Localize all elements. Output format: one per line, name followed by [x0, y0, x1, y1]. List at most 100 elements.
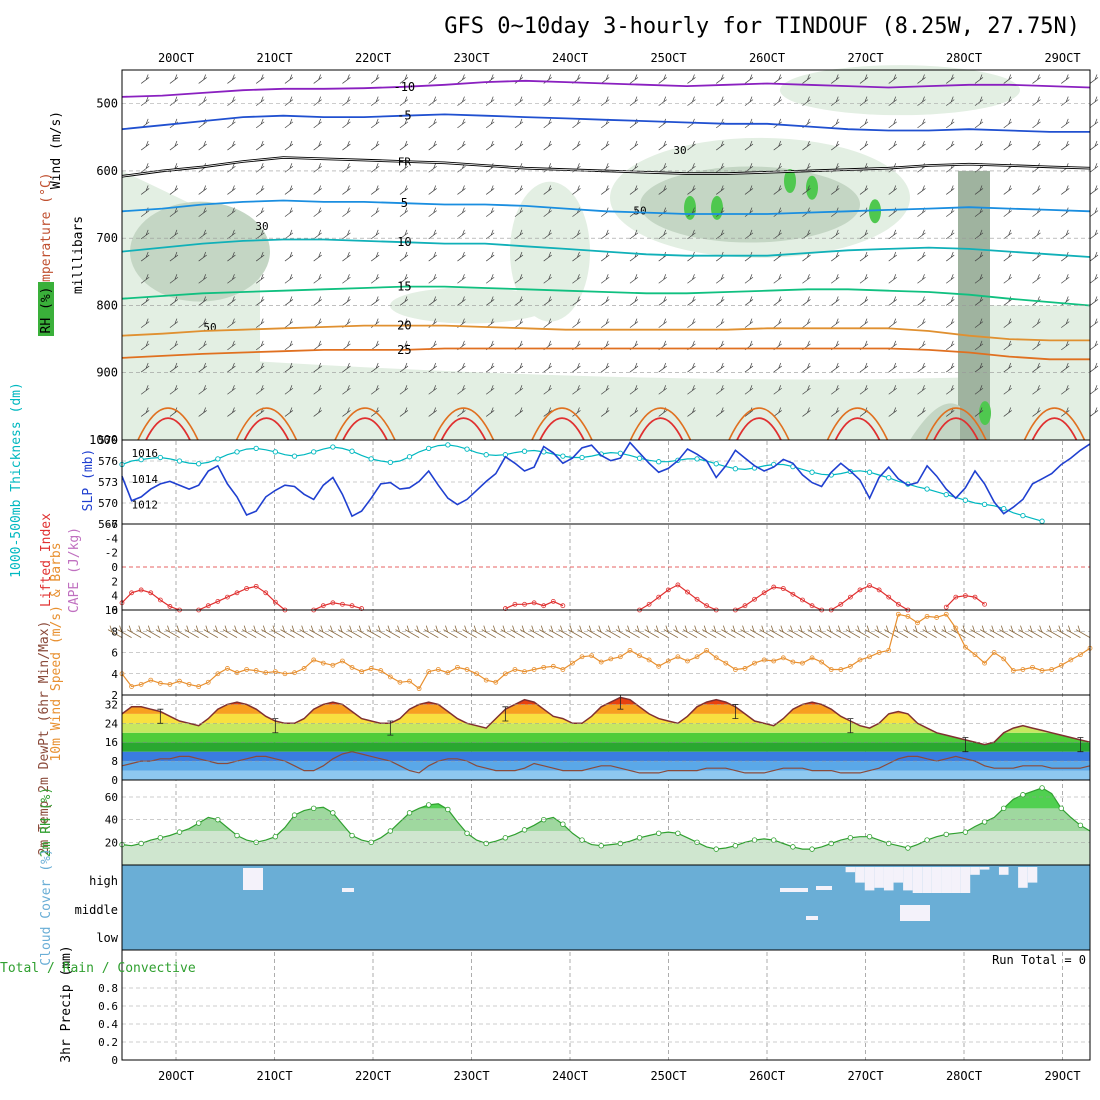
wind-barb	[485, 385, 495, 395]
wind-barb	[284, 185, 294, 195]
wind10-barb	[807, 625, 822, 638]
wind10-point	[857, 657, 863, 663]
wind-barb	[342, 229, 351, 240]
thickness-line-point	[272, 449, 278, 455]
wind-barb	[313, 385, 322, 395]
wind-barb	[1032, 140, 1041, 151]
wind10-point	[1039, 668, 1045, 673]
wind-barb	[284, 274, 294, 284]
wind-barb	[399, 207, 409, 217]
wind-barb	[1061, 118, 1070, 129]
temp-minmax-bar	[387, 720, 394, 736]
wind-barb	[802, 96, 811, 106]
wind-barb	[859, 229, 869, 240]
wind-barb	[198, 251, 207, 262]
wind-barb	[227, 96, 236, 106]
wind-barb	[342, 251, 351, 262]
wind10-point	[1020, 667, 1026, 672]
wind-barb	[198, 96, 207, 106]
wind-barb	[773, 407, 782, 417]
wind-barb	[888, 407, 897, 417]
lifted-point	[665, 587, 671, 593]
thickness-tick: 579	[98, 434, 118, 447]
lifted-point	[148, 590, 154, 596]
wind10-barb	[1008, 625, 1024, 638]
rh2m-point	[502, 835, 509, 841]
wind-barb	[399, 163, 409, 173]
wind-barb	[917, 74, 926, 84]
wind10-barb	[625, 625, 640, 638]
wind10-point	[531, 667, 537, 672]
temp-minmax-bar	[157, 708, 164, 724]
wind10-barb	[759, 625, 774, 638]
rh2m-point	[981, 819, 988, 825]
isotherm-25	[121, 347, 1090, 361]
wind-barb	[169, 274, 179, 284]
thickness-line-point	[215, 456, 221, 462]
lifted-point	[963, 593, 968, 599]
wind-barb	[888, 251, 897, 262]
wind-barb	[1003, 318, 1012, 328]
wind-barb	[514, 140, 524, 151]
wind-barb	[917, 274, 926, 284]
slp-line	[121, 441, 1091, 518]
wind-barb	[572, 274, 581, 284]
wind-barb	[370, 96, 380, 106]
wind10-barb	[1056, 625, 1072, 638]
wind-barb	[1089, 229, 1099, 240]
wind-barb	[169, 318, 179, 328]
cloud-high-bar	[970, 867, 980, 875]
wind10-point	[186, 681, 192, 687]
wind-barb	[600, 318, 610, 328]
thickness-line-point	[368, 456, 374, 462]
cloud-high-bar	[883, 867, 894, 891]
wind10-barb	[615, 625, 631, 638]
thickness-line-point	[196, 461, 202, 467]
wind10-barb	[126, 625, 142, 638]
wind10-axis-label: 10m Wind Speed (m/s) & Barbs	[49, 542, 64, 761]
lifted-point	[867, 583, 872, 589]
wind-barb	[255, 229, 265, 240]
wind-barb	[802, 229, 811, 240]
wind-barb	[284, 296, 294, 306]
wind-barb	[974, 229, 984, 240]
wind-barb	[255, 163, 265, 173]
lifted-tick: 2	[111, 575, 118, 588]
wind-barb	[485, 296, 495, 306]
wind-barb	[888, 362, 897, 373]
lifted-point	[656, 594, 662, 600]
wind-barb	[831, 251, 840, 262]
wind-barb	[428, 385, 437, 395]
wind-barb	[1089, 274, 1099, 284]
wind-barb	[1003, 362, 1012, 373]
wind10-barb	[836, 625, 851, 638]
wind-barb	[342, 296, 351, 306]
wind-barb	[802, 407, 811, 417]
wind-barb	[169, 296, 179, 306]
warm-loop	[925, 407, 987, 441]
wind-barb	[1003, 274, 1012, 284]
wind-barb	[600, 185, 610, 195]
wind10-point	[742, 666, 748, 671]
wind-barb	[974, 251, 984, 262]
temp-minmax-bar	[732, 704, 739, 720]
wind-barb	[974, 385, 984, 395]
rh-saturated	[784, 169, 796, 193]
wind-barb	[859, 385, 869, 395]
wind10-point	[752, 660, 757, 666]
wind-barb	[917, 229, 926, 240]
isotherm-20	[121, 324, 1090, 342]
wind-barb	[255, 118, 265, 129]
thickness-tick: 573	[98, 476, 118, 489]
wind10-point	[694, 654, 700, 660]
wind-barb	[514, 362, 524, 373]
wind10-barb	[385, 625, 401, 638]
wind10-point	[483, 677, 489, 683]
rh2m-point	[157, 835, 164, 841]
time-label-bottom: 23OCT	[453, 1069, 489, 1083]
wind-barb	[600, 385, 610, 395]
wind10-barb	[251, 625, 266, 638]
wind10-point	[943, 611, 949, 617]
wind-barb	[1061, 140, 1070, 151]
wind10-barb	[740, 625, 755, 638]
